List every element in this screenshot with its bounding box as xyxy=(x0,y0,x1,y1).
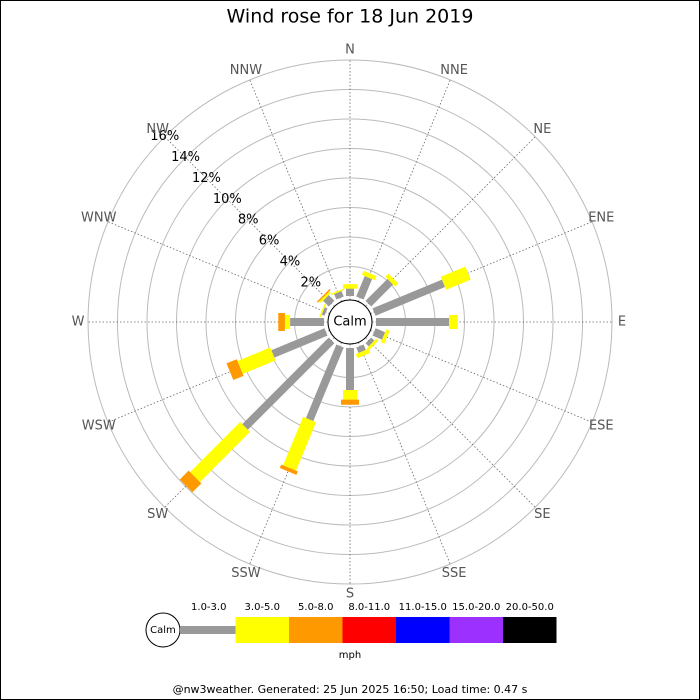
bar-segment xyxy=(385,273,399,287)
spoke xyxy=(164,136,335,307)
legend-swatch xyxy=(289,617,343,643)
bar-segment xyxy=(323,295,335,307)
grid-ring xyxy=(205,177,495,467)
grid-ring xyxy=(146,118,554,526)
r-tick-label: 2% xyxy=(300,275,321,290)
bar-segment xyxy=(372,328,386,340)
r-tick-label: 16% xyxy=(150,129,179,144)
legend-title: mph xyxy=(339,650,361,661)
bar-segment xyxy=(372,279,446,316)
calm-circle xyxy=(327,299,373,345)
legend-label: 5.0-8.0 xyxy=(298,602,333,613)
bars xyxy=(179,266,471,493)
spoke xyxy=(107,221,330,314)
bar-segment xyxy=(190,422,250,482)
legend-swatch xyxy=(396,617,450,643)
calm-label: Calm xyxy=(333,315,366,330)
bar-segment xyxy=(365,278,394,307)
bar-segment xyxy=(319,291,331,303)
direction-label: E xyxy=(618,315,626,330)
direction-label: SSW xyxy=(231,566,261,581)
spoke xyxy=(358,79,451,302)
direction-label: NW xyxy=(146,122,169,137)
grid-ring xyxy=(87,59,613,585)
bar-segment xyxy=(365,337,375,347)
r-tick-label: 14% xyxy=(171,150,200,165)
bar-segment xyxy=(330,288,345,296)
direction-label: N xyxy=(345,43,355,58)
bar-segment xyxy=(179,470,202,493)
bar-segment xyxy=(279,464,298,475)
legend: Calm mph 1.0-3.0 3.0-5.0 5.0-8.0 8.0-11.0 11… xyxy=(145,602,557,661)
direction-label: NNW xyxy=(230,63,262,78)
bar-segment xyxy=(271,328,328,358)
spoke xyxy=(365,337,536,508)
r-tick-label: 4% xyxy=(280,254,301,269)
legend-label: 15.0-20.0 xyxy=(452,602,500,613)
bar-segment xyxy=(237,347,276,374)
direction-label: W xyxy=(72,315,85,330)
bar-segment xyxy=(242,337,335,430)
bar-segment xyxy=(319,303,326,318)
legend-label: 3.0-5.0 xyxy=(245,602,280,613)
legend-label: 1.0-3.0 xyxy=(191,602,226,613)
direction-label: SE xyxy=(534,507,550,522)
legend-swatch xyxy=(449,617,503,643)
r-tick-label: 8% xyxy=(238,213,259,228)
direction-label: NE xyxy=(533,122,551,137)
direction-label: ENE xyxy=(588,210,614,225)
tick-labels: 2% 4%6%8% 10% 12% 14% 16% xyxy=(150,129,321,290)
bar-segment xyxy=(283,416,317,471)
direction-label: NNE xyxy=(440,63,468,78)
direction-label: WNW xyxy=(81,210,117,225)
legend-swatch xyxy=(503,617,557,643)
footer: @nw3weather. Generated: 25 Jun 2025 16:5… xyxy=(173,683,528,696)
bar-segment xyxy=(355,348,371,359)
legend-calm-label: Calm xyxy=(150,625,176,636)
bar-segment xyxy=(356,344,366,354)
direction-label: SW xyxy=(147,507,168,522)
bar-segment xyxy=(361,270,377,281)
r-tick-label: 6% xyxy=(259,234,280,249)
direction-label: S xyxy=(346,587,354,602)
bar-segment xyxy=(380,329,390,344)
legend-swatch xyxy=(235,617,289,643)
legend-label: 11.0-15.0 xyxy=(399,602,447,613)
bar-segment xyxy=(305,344,344,422)
spoke xyxy=(365,136,536,307)
legend-label: 20.0-50.0 xyxy=(506,602,554,613)
bar-segment xyxy=(334,290,344,300)
spoke xyxy=(249,79,342,302)
direction-label: SSE xyxy=(442,566,467,581)
r-tick-label: 12% xyxy=(192,171,221,186)
bar-segment xyxy=(440,266,471,290)
bar-segment xyxy=(226,359,244,381)
chart-title: Wind rose for 18 Jun 2019 xyxy=(227,6,474,28)
bar-segment xyxy=(321,307,328,316)
spoke xyxy=(358,342,451,565)
bar-segment xyxy=(356,276,373,300)
bar-segment xyxy=(366,338,379,351)
r-tick-label: 10% xyxy=(213,192,242,207)
bar-segment xyxy=(316,288,331,303)
direction-label: WSW xyxy=(82,419,116,434)
spoke xyxy=(370,330,593,423)
direction-label: ESE xyxy=(589,419,614,434)
legend-swatch xyxy=(342,617,396,643)
legend-label: 8.0-11.0 xyxy=(348,602,390,613)
